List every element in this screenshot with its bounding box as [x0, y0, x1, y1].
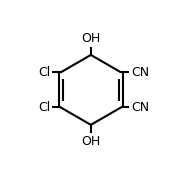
- Text: Cl: Cl: [38, 101, 51, 114]
- Text: CN: CN: [131, 101, 149, 114]
- Text: OH: OH: [81, 32, 101, 45]
- Text: CN: CN: [131, 66, 149, 79]
- Text: Cl: Cl: [38, 66, 51, 79]
- Text: OH: OH: [81, 135, 101, 148]
